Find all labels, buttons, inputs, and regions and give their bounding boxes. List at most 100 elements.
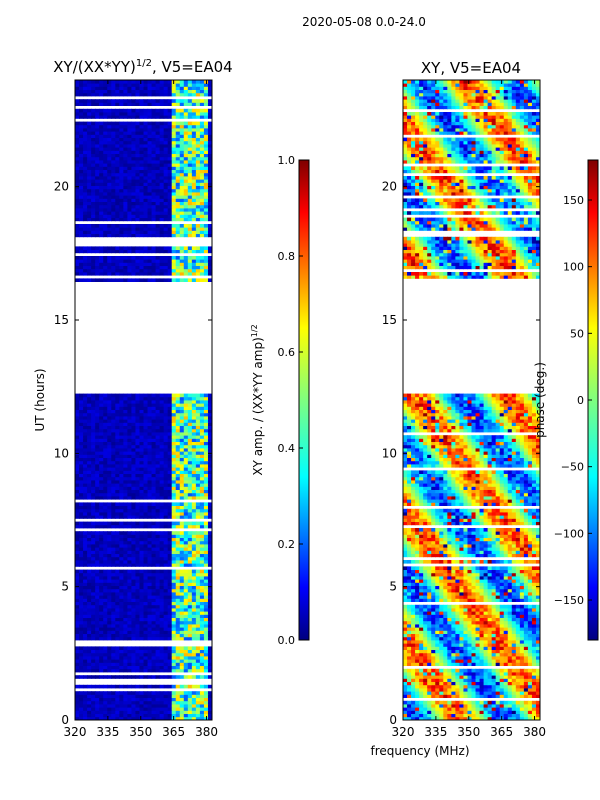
- heatmap-cell: [179, 608, 185, 612]
- heatmap-cell: [139, 675, 145, 679]
- heatmap-cell: [175, 156, 181, 161]
- heatmap-cell: [107, 502, 112, 506]
- heatmap-cell: [79, 396, 84, 401]
- heatmap-cell: [131, 204, 137, 209]
- heatmap-cell: [123, 441, 128, 446]
- heatmap-cell: [135, 697, 141, 702]
- heatmap-cell: [155, 400, 161, 404]
- heatmap-cell: [167, 432, 173, 436]
- heatmap-cell: [191, 131, 197, 135]
- heatmap-cell: [163, 259, 169, 263]
- heatmap-cell: [183, 668, 189, 673]
- heatmap-cell: [115, 476, 120, 481]
- heatmap-cell: [147, 435, 153, 439]
- heatmap-cell: [147, 425, 153, 430]
- heatmap-cell: [171, 576, 177, 580]
- heatmap-cell: [139, 540, 145, 545]
- heatmap-cell: [195, 115, 201, 119]
- heatmap-cell: [107, 272, 112, 276]
- heatmap-cell: [179, 537, 185, 542]
- heatmap-cell: [83, 416, 88, 420]
- heatmap-cell: [171, 268, 177, 273]
- heatmap-cell: [203, 112, 209, 116]
- heatmap-cell: [107, 208, 112, 212]
- heatmap-cell: [119, 540, 124, 545]
- heatmap-cell: [87, 83, 92, 87]
- heatmap-cell: [187, 704, 193, 708]
- heatmap-cell: [191, 665, 197, 670]
- heatmap-cell: [75, 537, 80, 542]
- heatmap-cell: [175, 150, 181, 154]
- heatmap-cell: [207, 569, 212, 574]
- heatmap-cell: [167, 684, 173, 689]
- heatmap-cell: [147, 432, 153, 436]
- heatmap-cell: [191, 448, 197, 452]
- heatmap-cell: [131, 505, 137, 510]
- heatmap-cell: [131, 448, 137, 452]
- heatmap-cell: [175, 716, 181, 720]
- heatmap-cell: [207, 595, 212, 599]
- heatmap-cell: [143, 441, 149, 446]
- heatmap-cell: [83, 140, 88, 145]
- heatmap-cell: [123, 521, 128, 526]
- heatmap-cell: [143, 716, 149, 720]
- heatmap-cell: [151, 665, 157, 670]
- heatmap-cell: [139, 259, 145, 263]
- heatmap-cell: [203, 201, 209, 206]
- heatmap-cell: [123, 432, 128, 436]
- heatmap-cell: [99, 620, 104, 625]
- heatmap-cell: [207, 496, 212, 500]
- heatmap-cell: [199, 697, 205, 702]
- heatmap-cell: [123, 227, 128, 231]
- heatmap-cell: [187, 684, 193, 689]
- heatmap-cell: [187, 438, 193, 442]
- heatmap-cell: [75, 480, 80, 484]
- heatmap-cell: [171, 675, 177, 679]
- heatmap-cell: [111, 716, 116, 720]
- heatmap-cell: [175, 627, 181, 631]
- heatmap-cell: [111, 448, 116, 452]
- heatmap-cell: [79, 646, 84, 650]
- heatmap-cell: [115, 560, 120, 564]
- heatmap-cell: [203, 505, 209, 510]
- heatmap-cell: [131, 153, 137, 158]
- heatmap-cell: [87, 278, 92, 282]
- heatmap-cell: [135, 86, 141, 90]
- heatmap-cell: [203, 684, 209, 689]
- heatmap-cell: [171, 432, 177, 436]
- heatmap-cell: [203, 448, 209, 452]
- heatmap-cell: [167, 137, 173, 142]
- heatmap-cell: [187, 582, 193, 586]
- heatmap-cell: [91, 272, 96, 276]
- heatmap-cell: [183, 620, 189, 625]
- heatmap-cell: [83, 438, 88, 442]
- heatmap-cell: [95, 486, 100, 490]
- heatmap-cell: [143, 179, 149, 183]
- heatmap-cell: [195, 604, 201, 609]
- heatmap-cell: [167, 163, 173, 167]
- heatmap-cell: [87, 624, 92, 628]
- heatmap-cell: [199, 214, 205, 218]
- heatmap-cell: [183, 483, 189, 487]
- heatmap-cell: [147, 416, 153, 420]
- heatmap-cell: [83, 144, 88, 148]
- heatmap-cell: [115, 86, 120, 90]
- heatmap-cell: [183, 454, 189, 458]
- heatmap-cell: [95, 147, 100, 151]
- heatmap-cell: [159, 256, 165, 260]
- heatmap-cell: [99, 137, 104, 142]
- heatmap-cell: [83, 409, 88, 414]
- heatmap-cell: [119, 649, 124, 654]
- heatmap-cell: [143, 131, 149, 135]
- heatmap-cell: [75, 652, 80, 657]
- heatmap-cell: [155, 700, 161, 705]
- heatmap-cell: [79, 249, 84, 254]
- heatmap-cell: [191, 524, 197, 529]
- heatmap-cell: [151, 585, 157, 590]
- heatmap-cell: [183, 700, 189, 705]
- heatmap-cell: [83, 464, 88, 468]
- heatmap-cell: [163, 512, 169, 516]
- heatmap-cell: [135, 140, 141, 145]
- heatmap-cell: [143, 713, 149, 718]
- heatmap-cell: [115, 230, 120, 234]
